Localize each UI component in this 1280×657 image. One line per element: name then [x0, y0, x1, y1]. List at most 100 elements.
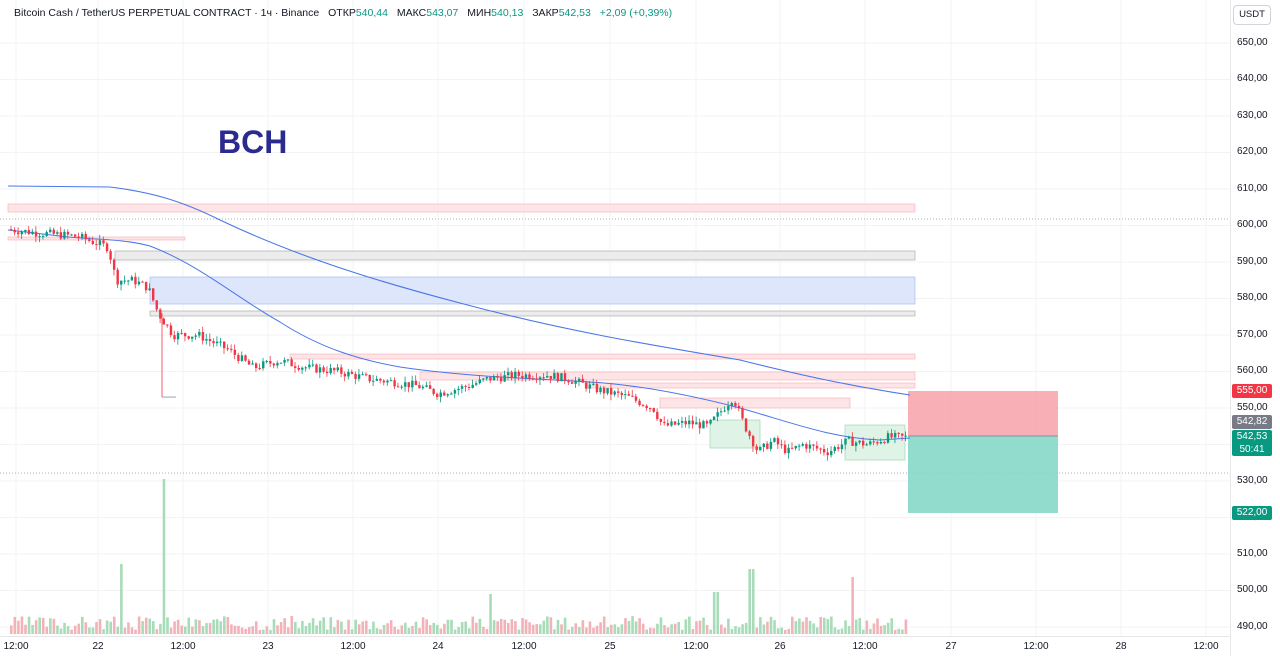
- candle-body: [187, 336, 190, 339]
- price-tick: 570,00: [1237, 328, 1268, 340]
- price-zone: [149, 276, 916, 305]
- candle-body: [269, 360, 272, 364]
- volume-bar: [38, 617, 41, 634]
- volume-bar: [329, 617, 333, 634]
- candle-body: [120, 280, 123, 285]
- candle-body: [886, 433, 890, 443]
- candle-body: [59, 232, 63, 239]
- time-tick: 12:00: [852, 641, 878, 652]
- candle-body: [751, 435, 755, 447]
- symbol-name[interactable]: Bitcoin Cash / TetherUS PERPETUAL CONTRA…: [14, 7, 320, 19]
- candle-body: [286, 359, 290, 361]
- volume-bar: [77, 623, 81, 634]
- volume-bar: [262, 629, 265, 634]
- candle-body: [780, 444, 783, 446]
- candle-body: [308, 364, 311, 368]
- volume-bar: [10, 625, 13, 634]
- symbol-watermark: BCH: [218, 124, 288, 160]
- candle-body: [578, 378, 581, 381]
- volume-bar: [308, 622, 311, 634]
- volume-bar: [904, 619, 908, 634]
- candle-body: [24, 229, 27, 232]
- volume-bar: [159, 623, 162, 634]
- volume-bar: [439, 628, 443, 634]
- volume-bar: [663, 625, 666, 634]
- volume-bar: [638, 618, 641, 634]
- volume-bar: [258, 629, 262, 634]
- candle-body: [840, 444, 844, 450]
- volume-bar: [162, 479, 166, 634]
- candle-body: [595, 383, 599, 393]
- volume-bar: [748, 569, 751, 634]
- volume-bar: [70, 629, 73, 634]
- volume-bar: [198, 620, 201, 634]
- volume-bar: [375, 628, 379, 634]
- candle-body: [592, 383, 595, 385]
- candle-body: [194, 335, 197, 337]
- volume-bar: [595, 625, 599, 634]
- chart-area[interactable]: Bitcoin Cash / TetherUS PERPETUAL CONTRA…: [0, 0, 1230, 636]
- candle-body: [883, 441, 886, 443]
- volume-bar: [567, 629, 570, 634]
- candle-body: [123, 280, 126, 282]
- candle-body: [318, 367, 322, 373]
- volume-bar: [169, 627, 173, 634]
- take-profit-zone: [908, 436, 1058, 513]
- volume-bar: [226, 617, 230, 634]
- price-tick: 590,00: [1237, 255, 1268, 267]
- volume-bar: [318, 620, 322, 634]
- currency-button[interactable]: USDT: [1233, 5, 1271, 25]
- volume-bar: [645, 629, 649, 634]
- volume-bar: [315, 625, 318, 634]
- time-tick: 12:00: [170, 641, 196, 652]
- price-chart[interactable]: [0, 0, 1230, 636]
- candle-body: [567, 380, 570, 383]
- candle-body: [116, 269, 119, 285]
- candle-body: [556, 373, 560, 382]
- candle-body: [112, 259, 116, 270]
- price-tick: 640,00: [1237, 73, 1268, 84]
- candle-body: [183, 333, 187, 337]
- bar-countdown: 50:41: [1239, 444, 1265, 455]
- price-tick: 550,00: [1237, 401, 1268, 413]
- time-axis[interactable]: 12:00 22 12:00 23 12:00 24 12:00 25 12:00 26 12:00…: [0, 636, 1230, 657]
- price-zone: [844, 424, 906, 461]
- volume-bar: [102, 629, 105, 634]
- volume-bar: [815, 627, 819, 634]
- candle-body: [783, 444, 787, 454]
- volume-bar: [833, 627, 837, 634]
- candle-body: [617, 391, 620, 393]
- price-zone: [149, 310, 916, 317]
- candle-body: [766, 443, 769, 449]
- close-label: ЗАКР: [532, 7, 559, 19]
- candle-body: [901, 433, 904, 436]
- candle-body: [538, 377, 542, 380]
- candle-body: [10, 229, 13, 231]
- price-axis[interactable]: 650,00 640,00 630,00 620,00 610,00 600,00 590,…: [1230, 0, 1280, 656]
- volume-bar: [890, 618, 893, 634]
- candle-body: [698, 422, 702, 429]
- candle-body: [748, 431, 751, 436]
- volume-bar: [798, 618, 801, 634]
- volume-bar: [432, 622, 436, 634]
- candle-body: [645, 405, 648, 409]
- volume-bar: [475, 622, 478, 634]
- candle-body: [365, 374, 368, 376]
- volume-bar: [471, 616, 475, 634]
- volume-bar: [20, 616, 24, 634]
- volume-bar: [276, 625, 279, 634]
- volume-bar: [659, 617, 663, 634]
- candle-body: [709, 419, 712, 424]
- price-tick: 580,00: [1237, 292, 1268, 303]
- volume-bar: [801, 621, 805, 634]
- candle-body: [734, 402, 737, 407]
- candle-body: [134, 276, 137, 285]
- volume-bar: [81, 616, 84, 634]
- volume-bar: [223, 616, 226, 634]
- candle-body: [152, 288, 155, 301]
- candle-body: [819, 448, 822, 450]
- close-value: 542,53: [558, 7, 591, 19]
- volume-bar: [822, 617, 826, 634]
- volume-bar: [457, 627, 460, 634]
- volume-bar: [183, 626, 187, 634]
